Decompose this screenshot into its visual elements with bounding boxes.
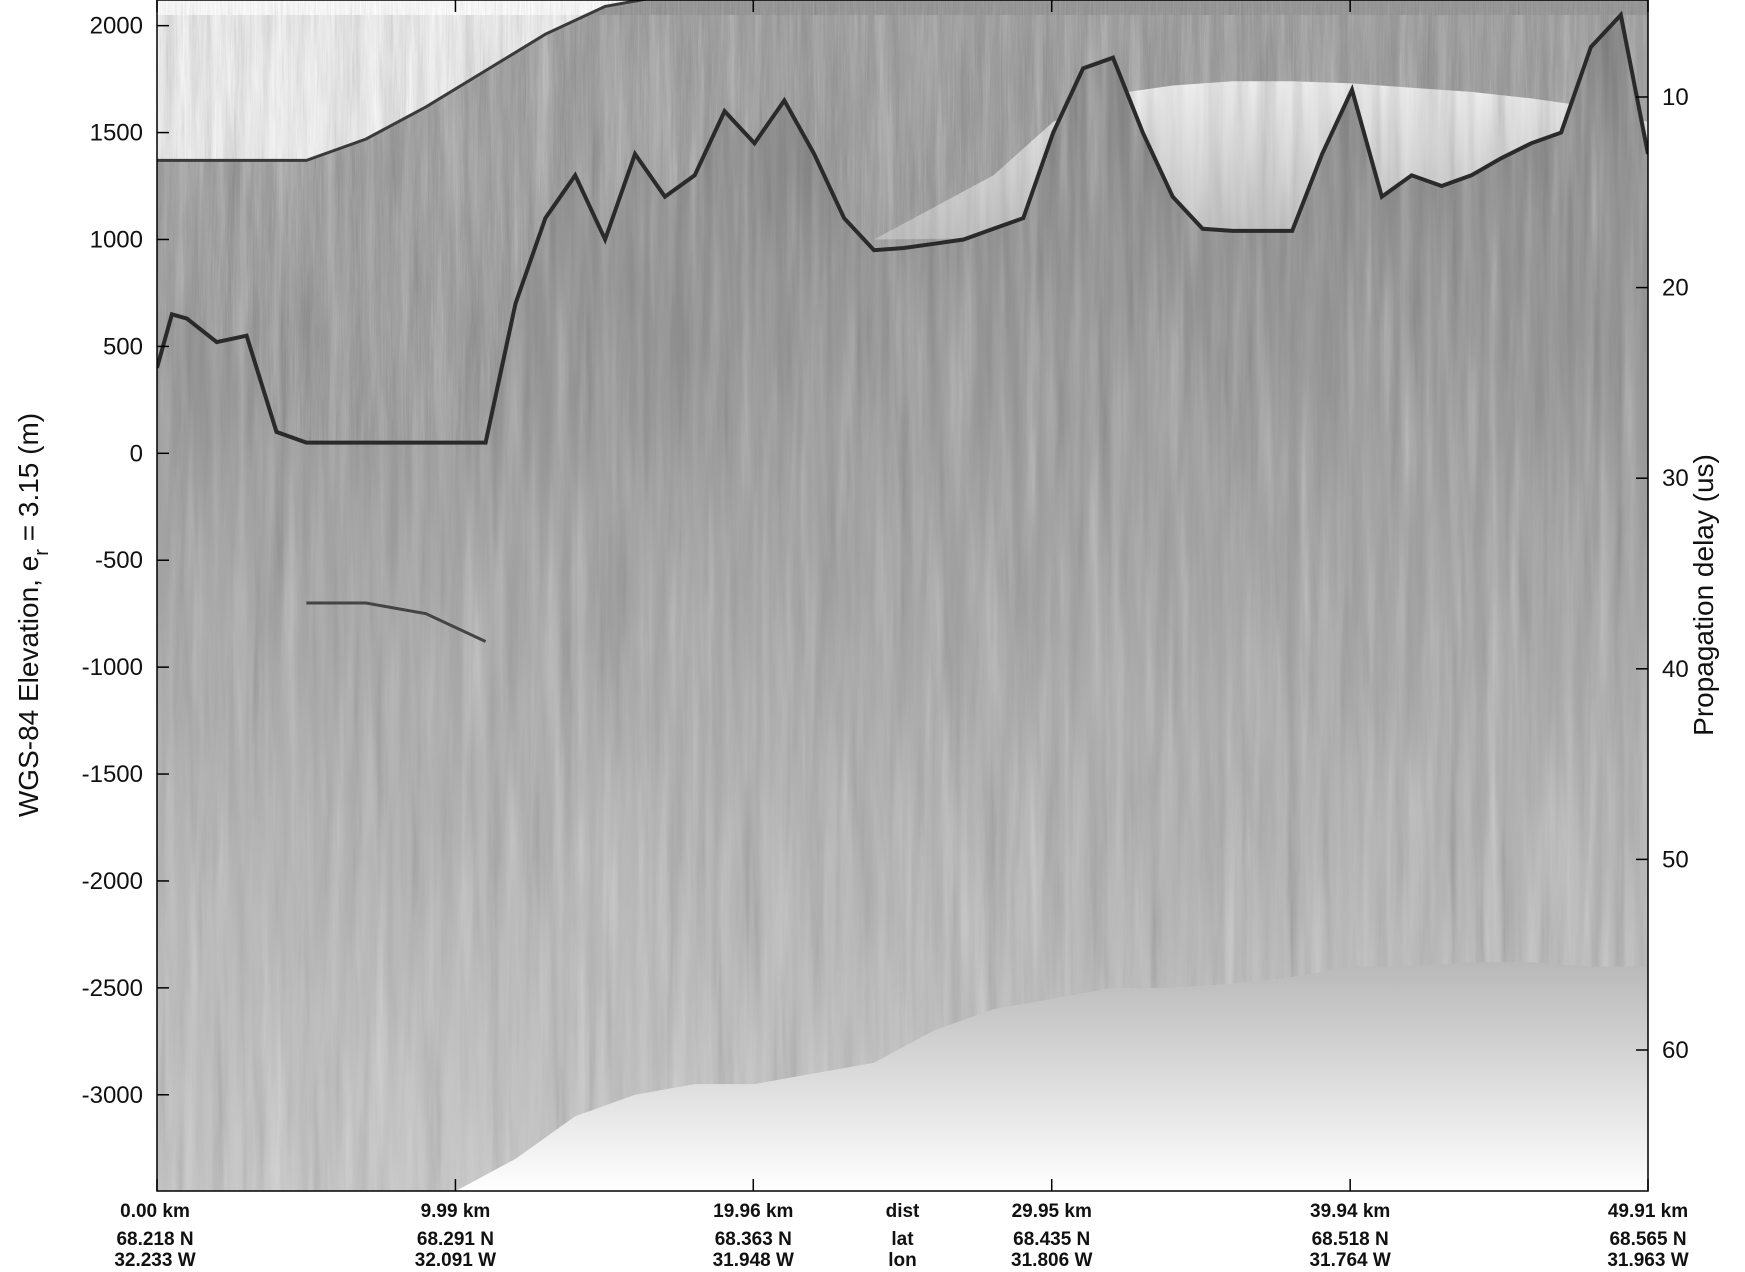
x-tick-lon-label: 31.948 W — [713, 1250, 794, 1271]
x-tick-dist-label: 49.91 km — [1608, 1201, 1688, 1222]
right-axis: 10 20 30 40 50 60 — [1636, 84, 1689, 1064]
signal-floor-region — [157, 962, 1648, 1191]
x-tick-dist-label: 0.00 km — [120, 1201, 190, 1222]
x-tick-lat-label: 68.218 N — [116, 1229, 193, 1250]
x-tick-lon-label: 31.963 W — [1607, 1250, 1688, 1271]
x-tick-lon-label: 31.764 W — [1309, 1250, 1390, 1271]
left-axis-title: WGS-84 Elevation, er = 3.15 (m) — [13, 413, 53, 817]
x-tick-dist-label: 29.95 km — [1012, 1201, 1092, 1222]
right-axis-title: Propagation delay (us) — [1688, 454, 1719, 736]
left-axis: 2000 1500 1000 500 0 -500 -1000 -1500 -2000 -2500… — [82, 13, 169, 1109]
x-row-title-dist: dist — [886, 1201, 920, 1222]
x-tick-dist-label: 9.99 km — [421, 1201, 491, 1222]
x-tick-lon-label: 32.233 W — [114, 1250, 195, 1271]
left-tick-label: 2000 — [90, 13, 143, 40]
left-tick-label: 1500 — [90, 120, 143, 147]
left-tick-label: -1000 — [82, 654, 143, 681]
right-tick-label: 30 — [1662, 465, 1689, 492]
left-tick-label: 500 — [103, 333, 143, 360]
left-tick-label: 1000 — [90, 226, 143, 253]
x-row-title-lat: lat — [891, 1229, 914, 1250]
right-tick-label: 10 — [1662, 84, 1689, 111]
left-axis-title-subscript: r — [31, 549, 53, 556]
left-axis-title-main: WGS-84 Elevation, e — [13, 556, 44, 817]
left-axis-title-rest: = 3.15 (m) — [13, 413, 44, 549]
x-tick-dist-label: 39.94 km — [1310, 1201, 1390, 1222]
surface-reflector-line — [157, 0, 650, 162]
x-tick-lon-label: 32.091 W — [415, 1250, 496, 1271]
right-tick-label: 40 — [1662, 656, 1689, 683]
x-tick-lat-label: 68.435 N — [1013, 1229, 1090, 1250]
x-tick-lat-label: 68.565 N — [1609, 1229, 1686, 1250]
x-tick-lat-label: 68.518 N — [1312, 1229, 1389, 1250]
left-tick-label: -3000 — [82, 1082, 143, 1109]
x-tick-dist-label: 19.96 km — [713, 1201, 793, 1222]
x-tick-lon-label: 31.806 W — [1011, 1250, 1092, 1271]
bed-reflector-line — [157, 10, 1648, 445]
x-axis: 0.00 km 68.218 N32.233 W 9.99 km 68.291 N32… — [114, 0, 1689, 1271]
echogram-plot-area — [157, 0, 1648, 1191]
right-tick-label: 50 — [1662, 846, 1689, 873]
left-tick-label: -2500 — [82, 975, 143, 1002]
left-tick-label: -1500 — [82, 761, 143, 788]
right-tick-label: 20 — [1662, 275, 1689, 302]
right-tick-label: 60 — [1662, 1037, 1689, 1064]
plot-frame — [156, 0, 1649, 1192]
left-tick-label: 0 — [130, 440, 143, 467]
left-tick-label: -500 — [95, 547, 143, 574]
x-tick-lat-label: 68.363 N — [715, 1229, 792, 1250]
bedrock-streaks — [157, 15, 1648, 1191]
x-tick-lat-label: 68.291 N — [417, 1229, 494, 1250]
left-tick-label: -2000 — [82, 868, 143, 895]
internal-reflector-line — [306, 601, 487, 643]
x-row-title-lon: lon — [888, 1250, 917, 1271]
